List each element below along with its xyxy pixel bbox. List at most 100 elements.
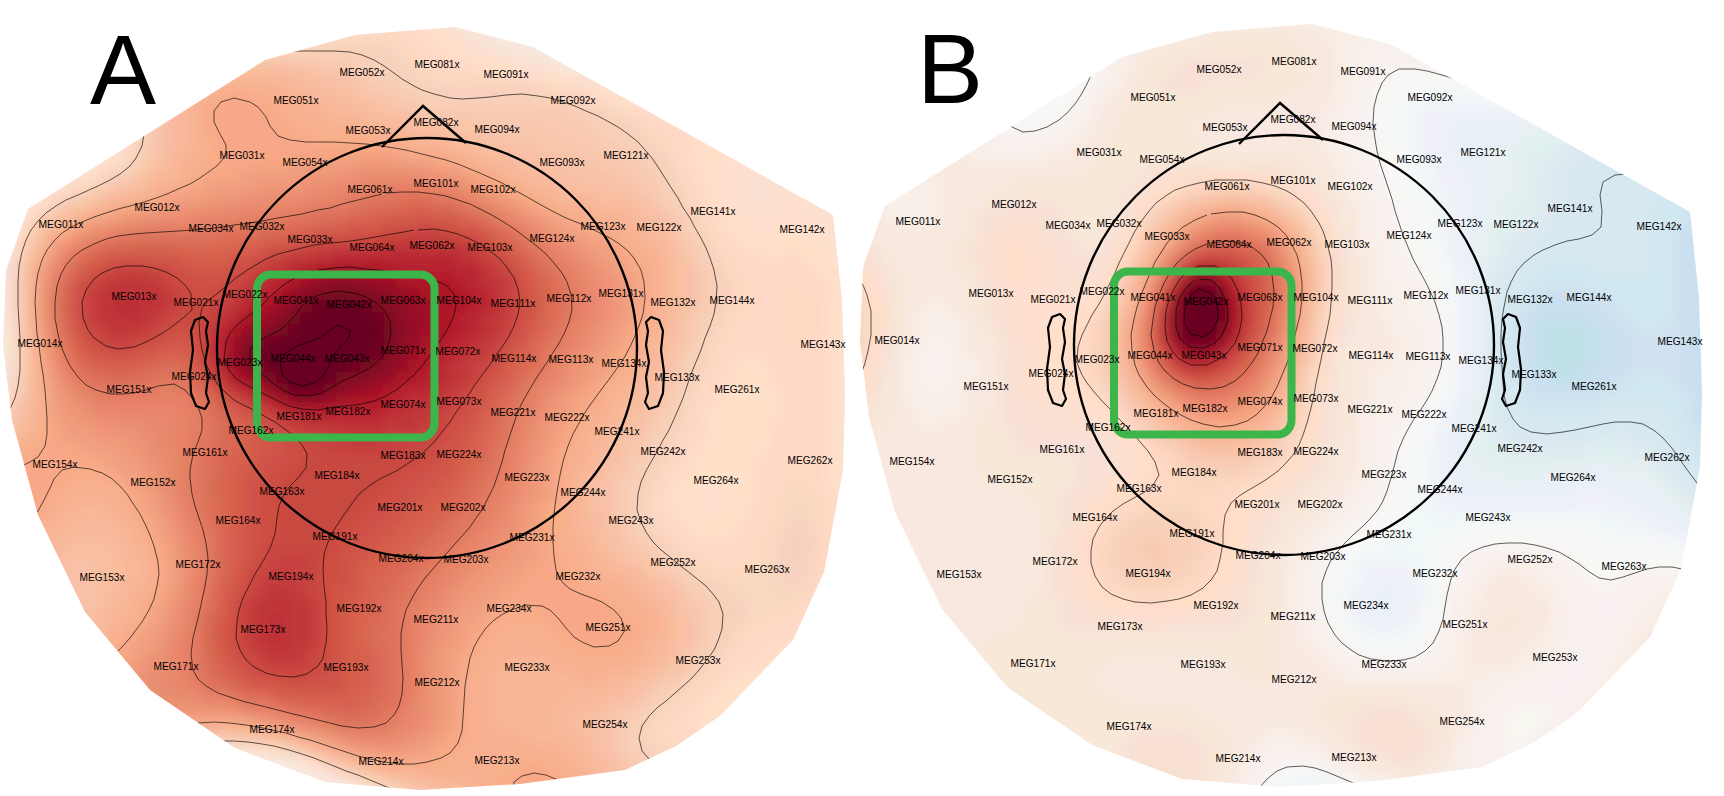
svg-text:MEG103x: MEG103x — [468, 241, 513, 253]
svg-text:MEG014x: MEG014x — [18, 337, 63, 349]
svg-text:MEG122x: MEG122x — [1494, 218, 1539, 230]
svg-text:MEG041x: MEG041x — [274, 294, 319, 306]
svg-text:MEG043x: MEG043x — [325, 352, 370, 364]
svg-text:MEG093x: MEG093x — [540, 156, 585, 168]
svg-text:MEG051x: MEG051x — [274, 94, 319, 106]
svg-text:MEG172x: MEG172x — [1033, 555, 1078, 567]
svg-text:MEG184x: MEG184x — [315, 469, 360, 481]
svg-text:MEG254x: MEG254x — [583, 718, 628, 730]
svg-text:MEG053x: MEG053x — [1203, 121, 1248, 133]
svg-text:MEG263x: MEG263x — [745, 563, 790, 575]
svg-text:MEG063x: MEG063x — [1238, 291, 1283, 303]
svg-text:MEG092x: MEG092x — [551, 94, 596, 106]
svg-text:MEG031x: MEG031x — [220, 149, 265, 161]
svg-text:MEG222x: MEG222x — [545, 411, 590, 423]
svg-text:MEG173x: MEG173x — [241, 623, 286, 635]
svg-text:MEG244x: MEG244x — [1418, 483, 1463, 495]
svg-text:MEG174x: MEG174x — [250, 723, 295, 735]
svg-text:MEG113x: MEG113x — [1406, 350, 1451, 362]
svg-text:MEG092x: MEG092x — [1408, 91, 1453, 103]
svg-text:MEG141x: MEG141x — [1548, 202, 1593, 214]
svg-text:MEG124x: MEG124x — [530, 232, 575, 244]
svg-text:MEG111x: MEG111x — [491, 297, 536, 309]
svg-text:MEG172x: MEG172x — [176, 558, 221, 570]
svg-text:MEG242x: MEG242x — [1498, 442, 1543, 454]
svg-text:MEG012x: MEG012x — [135, 201, 180, 213]
svg-text:MEG202x: MEG202x — [1298, 498, 1343, 510]
svg-text:MEG132x: MEG132x — [1508, 293, 1553, 305]
svg-text:MEG101x: MEG101x — [414, 177, 459, 189]
svg-text:MEG251x: MEG251x — [1443, 618, 1488, 630]
svg-text:MEG131x: MEG131x — [1456, 284, 1501, 296]
svg-text:MEG193x: MEG193x — [324, 661, 369, 673]
svg-text:MEG261x: MEG261x — [1572, 380, 1617, 392]
svg-text:MEG144x: MEG144x — [1567, 291, 1612, 303]
svg-text:MEG262x: MEG262x — [788, 454, 833, 466]
svg-text:MEG212x: MEG212x — [415, 676, 460, 688]
svg-text:MEG252x: MEG252x — [651, 556, 696, 568]
svg-text:MEG194x: MEG194x — [269, 570, 314, 582]
svg-text:MEG184x: MEG184x — [1172, 466, 1217, 478]
svg-text:MEG164x: MEG164x — [1073, 511, 1118, 523]
svg-text:MEG014x: MEG014x — [875, 334, 920, 346]
svg-text:MEG021x: MEG021x — [174, 296, 219, 308]
svg-text:MEG192x: MEG192x — [337, 602, 382, 614]
svg-text:MEG221x: MEG221x — [491, 406, 536, 418]
svg-text:MEG061x: MEG061x — [348, 183, 393, 195]
svg-text:MEG034x: MEG034x — [189, 222, 234, 234]
svg-text:MEG123x: MEG123x — [581, 220, 626, 232]
svg-text:MEG114x: MEG114x — [1349, 349, 1394, 361]
svg-text:MEG031x: MEG031x — [1077, 146, 1122, 158]
svg-text:MEG233x: MEG233x — [1362, 658, 1407, 670]
svg-text:MEG201x: MEG201x — [378, 501, 423, 513]
svg-text:MEG053x: MEG053x — [346, 124, 391, 136]
svg-text:MEG151x: MEG151x — [964, 380, 1009, 392]
svg-text:MEG253x: MEG253x — [1533, 651, 1578, 663]
svg-text:MEG154x: MEG154x — [33, 458, 78, 470]
svg-text:MEG064x: MEG064x — [350, 241, 395, 253]
svg-text:MEG142x: MEG142x — [780, 223, 825, 235]
svg-text:MEG262x: MEG262x — [1645, 451, 1690, 463]
svg-text:MEG023x: MEG023x — [1075, 353, 1120, 365]
svg-text:MEG182x: MEG182x — [1183, 402, 1228, 414]
svg-text:MEG223x: MEG223x — [505, 471, 550, 483]
svg-text:MEG133x: MEG133x — [655, 371, 700, 383]
svg-text:MEG221x: MEG221x — [1348, 403, 1393, 415]
svg-text:MEG143x: MEG143x — [801, 338, 846, 350]
svg-text:MEG224x: MEG224x — [437, 448, 482, 460]
svg-text:MEG161x: MEG161x — [1040, 443, 1085, 455]
svg-text:MEG061x: MEG061x — [1205, 180, 1250, 192]
svg-text:MEG224x: MEG224x — [1294, 445, 1339, 457]
svg-text:MEG081x: MEG081x — [1272, 55, 1317, 67]
svg-text:MEG024x: MEG024x — [1029, 367, 1074, 379]
svg-text:MEG043x: MEG043x — [1182, 349, 1227, 361]
svg-text:MEG032x: MEG032x — [240, 220, 285, 232]
svg-text:MEG204x: MEG204x — [1236, 549, 1281, 561]
svg-text:MEG021x: MEG021x — [1031, 293, 1076, 305]
svg-text:MEG264x: MEG264x — [1551, 471, 1596, 483]
svg-text:MEG182x: MEG182x — [326, 405, 371, 417]
svg-text:MEG144x: MEG144x — [710, 294, 755, 306]
svg-text:MEG162x: MEG162x — [1086, 421, 1131, 433]
svg-text:MEG012x: MEG012x — [992, 198, 1037, 210]
svg-text:MEG071x: MEG071x — [1238, 341, 1283, 353]
svg-text:MEG173x: MEG173x — [1098, 620, 1143, 632]
svg-text:MEG214x: MEG214x — [1216, 752, 1261, 764]
svg-text:MEG183x: MEG183x — [381, 449, 426, 461]
svg-text:MEG222x: MEG222x — [1402, 408, 1447, 420]
svg-text:MEG164x: MEG164x — [216, 514, 261, 526]
svg-text:MEG132x: MEG132x — [651, 296, 696, 308]
svg-text:MEG042x: MEG042x — [327, 298, 372, 310]
svg-text:MEG134x: MEG134x — [602, 357, 647, 369]
svg-text:MEG074x: MEG074x — [381, 398, 426, 410]
svg-text:MEG174x: MEG174x — [1107, 720, 1152, 732]
svg-text:MEG113x: MEG113x — [549, 353, 594, 365]
svg-text:MEG121x: MEG121x — [604, 149, 649, 161]
svg-text:MEG052x: MEG052x — [340, 66, 385, 78]
svg-text:MEG032x: MEG032x — [1097, 217, 1142, 229]
svg-text:MEG081x: MEG081x — [415, 58, 460, 70]
svg-text:MEG033x: MEG033x — [288, 233, 333, 245]
svg-text:MEG251x: MEG251x — [586, 621, 631, 633]
svg-text:MEG142x: MEG142x — [1637, 220, 1682, 232]
svg-text:MEG033x: MEG033x — [1145, 230, 1190, 242]
